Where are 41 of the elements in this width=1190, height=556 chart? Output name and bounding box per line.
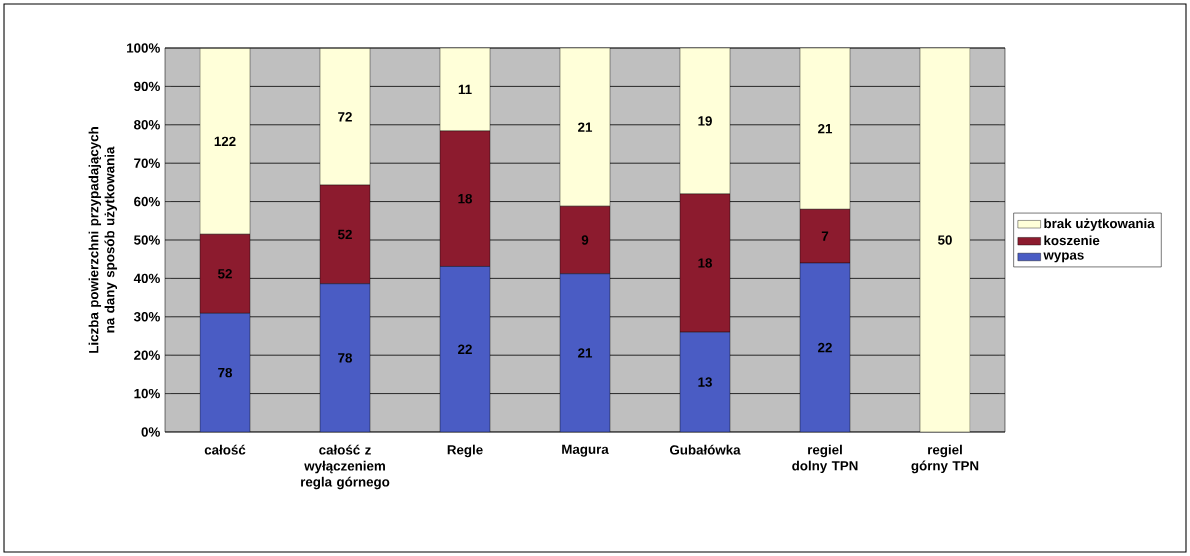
y-tick-label: 50% <box>134 235 160 245</box>
annotation: 22 <box>458 344 472 354</box>
annotation: 52 <box>338 229 352 240</box>
annotation: 11 <box>458 84 472 95</box>
y-axis-title: Liczba powierzchni przypadających na dany sposób użytkowania <box>88 127 118 353</box>
annotation: 21 <box>578 348 593 358</box>
y-tick-label: 70% <box>134 158 160 168</box>
y-tick-label: 20% <box>134 350 160 360</box>
y-tick-label: 90% <box>134 81 160 92</box>
annotation: 122 <box>214 136 236 146</box>
x-tick-label: Magura <box>562 444 609 457</box>
y-tick-label: 0% <box>141 427 160 437</box>
annotation: 18 <box>458 193 473 204</box>
annotation: 52 <box>218 269 232 279</box>
y-tick-label: 30% <box>133 312 160 322</box>
annotation: 21 <box>818 123 833 134</box>
x-tick-label: regiel górny TPN <box>911 444 979 474</box>
annotation: 78 <box>218 367 233 378</box>
y-tick-label: 40% <box>133 273 160 284</box>
annotation: 21 <box>578 122 593 132</box>
annotation: 19 <box>698 116 712 126</box>
legend-label: wypas <box>1043 252 1084 263</box>
annotation: 7 <box>821 231 829 241</box>
annotation: 72 <box>338 112 352 122</box>
y-tick-label: 100% <box>127 43 160 53</box>
x-tick-label: całość <box>204 444 246 455</box>
annotation: 18 <box>698 258 712 268</box>
x-tick-label: Gubałówka <box>669 444 741 455</box>
annotation: 9 <box>581 235 589 245</box>
y-tick-label: 10% <box>134 388 160 399</box>
y-tick-label: 60% <box>134 196 160 207</box>
annotation: 13 <box>698 377 712 387</box>
legend-label: koszenie <box>1044 235 1100 246</box>
legend-label: brak użytkowania <box>1044 218 1155 231</box>
x-tick-label: regiel dolny TPN <box>792 444 858 474</box>
x-tick-label: Regle <box>447 444 483 458</box>
annotation: 78 <box>338 353 353 363</box>
annotation: 22 <box>818 342 832 353</box>
x-tick-label: całość z wyłączeniem regla górnego <box>301 444 390 490</box>
annotation: 50 <box>938 235 952 245</box>
y-tick-label: 80% <box>134 120 160 130</box>
